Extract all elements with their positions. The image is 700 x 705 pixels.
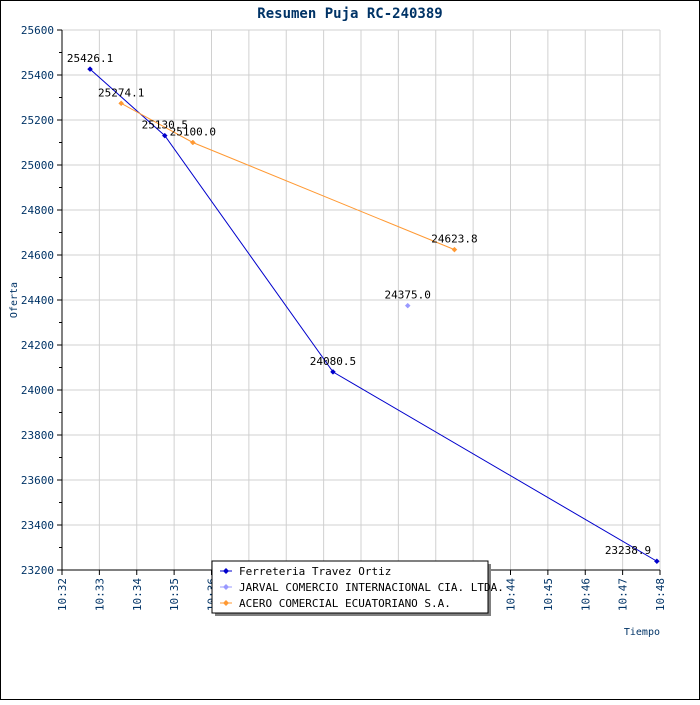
legend: Ferreteria Travez Ortiz JARVAL COMERCIO I… xyxy=(211,560,504,616)
x-tick-label: 10:33 xyxy=(93,578,106,611)
x-axis-label: Tiempo xyxy=(624,627,660,638)
x-tick-label: 10:44 xyxy=(505,578,518,611)
data-labels: 25426.1 25130.5 24080.5 23238.9 24375.0 25274… xyxy=(67,52,651,557)
data-label: 24623.8 xyxy=(431,233,477,246)
data-label: 25274.1 xyxy=(98,86,144,99)
data-label: 25426.1 xyxy=(67,52,113,65)
y-tick-label: 25600 xyxy=(21,24,54,37)
data-point xyxy=(118,100,125,107)
x-tick-label: 10:48 xyxy=(654,578,667,611)
legend-entry: JARVAL COMERCIO INTERNACIONAL CIA. LTDA. xyxy=(239,581,504,594)
x-tick-label: 10:47 xyxy=(617,578,630,611)
series-3 xyxy=(118,100,458,253)
chart-title: Resumen Puja RC-240389 xyxy=(257,6,442,22)
series-line xyxy=(89,68,658,562)
y-tick-label: 25400 xyxy=(21,69,54,82)
data-point xyxy=(161,132,168,139)
y-tick-label: 25000 xyxy=(21,159,54,172)
data-point xyxy=(189,139,196,146)
y-tick-label: 24400 xyxy=(21,294,54,307)
y-tick-label: 25200 xyxy=(21,114,54,127)
y-tick-label: 24000 xyxy=(21,384,54,397)
data-point xyxy=(87,66,93,72)
x-tick-label: 10:45 xyxy=(542,578,555,611)
x-tick-label: 10:46 xyxy=(579,578,592,611)
series-1 xyxy=(87,66,660,565)
data-point xyxy=(451,246,458,253)
data-label: 24375.0 xyxy=(385,289,431,302)
data-label: 25100.0 xyxy=(170,126,216,139)
legend-marker xyxy=(223,600,229,606)
series-2 xyxy=(404,302,411,309)
y-tick-label: 23400 xyxy=(21,519,54,532)
x-tick-label: 10:32 xyxy=(56,578,69,611)
data-label: 23238.9 xyxy=(605,544,651,557)
legend-marker xyxy=(223,568,229,574)
legend-entry: Ferreteria Travez Ortiz xyxy=(239,565,391,578)
data-point xyxy=(330,369,336,375)
y-tick-label: 23200 xyxy=(21,564,54,577)
y-tick-label: 23800 xyxy=(21,429,54,442)
data-label: 25130.5 xyxy=(142,119,188,132)
y-tick-label: 24800 xyxy=(21,204,54,217)
data-label: 24080.5 xyxy=(310,355,356,368)
data-point xyxy=(654,558,660,565)
data-point xyxy=(404,302,411,309)
y-tick-label: 24200 xyxy=(21,339,54,352)
y-axis-label: Oferta xyxy=(9,282,20,318)
x-tick-label: 10:35 xyxy=(168,578,181,611)
legend-box xyxy=(211,560,489,614)
series-layer xyxy=(87,66,660,565)
legend-marker xyxy=(223,584,229,590)
legend-entry: ACERO COMERCIAL ECUATORIANO S.A. xyxy=(239,597,451,610)
y-tick-label: 23600 xyxy=(21,474,54,487)
y-tick-label: 24600 xyxy=(21,249,54,262)
x-tick-label: 10:34 xyxy=(131,578,144,611)
